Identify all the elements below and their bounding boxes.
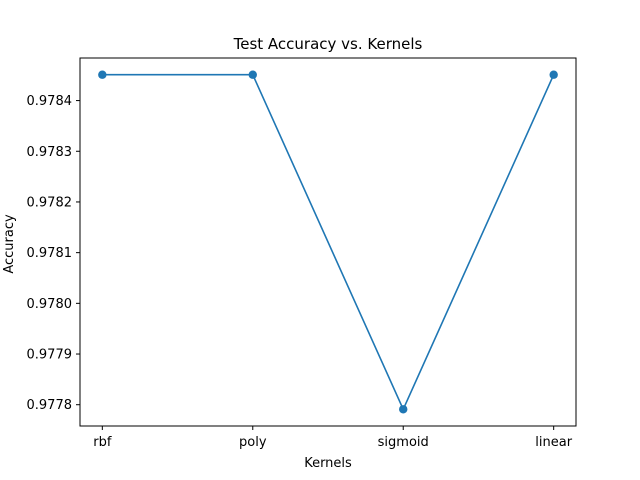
x-tick-label: linear: [535, 435, 572, 450]
x-axis-title: Kernels: [304, 456, 352, 471]
plot-frame: [79, 57, 577, 427]
y-tick-label: 0.9780: [27, 297, 73, 312]
y-tick-label: 0.9779: [27, 348, 73, 363]
chart-title: Test Accuracy vs. Kernels: [233, 35, 423, 53]
x-tick-label: rbf: [93, 435, 112, 450]
data-point: [248, 70, 257, 79]
x-tick-label: sigmoid: [378, 435, 429, 450]
x-tick-label: poly: [239, 435, 267, 450]
y-tick-label: 0.9781: [27, 246, 73, 261]
y-tick-label: 0.9782: [27, 195, 73, 210]
data-point: [399, 405, 408, 414]
y-tick-label: 0.9784: [27, 94, 73, 109]
data-point: [549, 70, 558, 79]
data-point: [98, 70, 107, 79]
y-tick-label: 0.9783: [27, 145, 73, 160]
y-tick-label: 0.9778: [27, 398, 73, 413]
y-axis-title: Accuracy: [2, 214, 17, 274]
plot-area: 0.9778 0.9779 0.9780 0.9781 0.9782 0.9783 0.97…: [27, 57, 577, 450]
series-line: [102, 73, 555, 411]
